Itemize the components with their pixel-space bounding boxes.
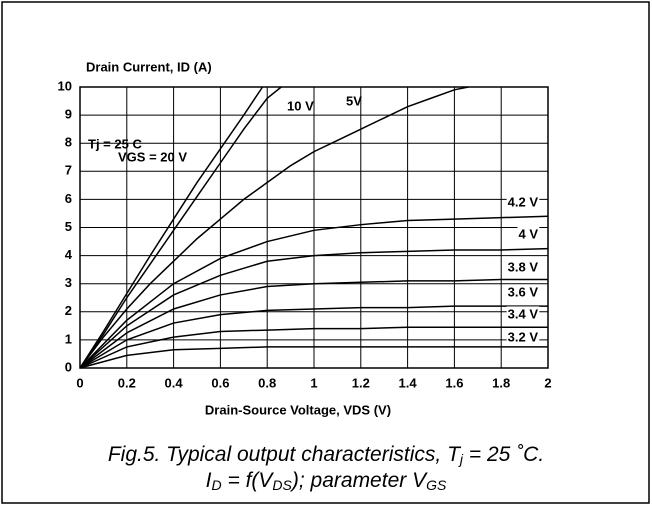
- curve-label: 10 V: [287, 98, 314, 113]
- curve-label: 4 V: [518, 226, 538, 241]
- curve: [79, 346, 548, 369]
- caption-part: I: [206, 469, 212, 492]
- caption-sub: DS: [272, 477, 292, 493]
- label-bg: [506, 284, 540, 300]
- label-bg: [506, 329, 540, 345]
- label-bg: [506, 306, 540, 322]
- label-bg: [506, 259, 540, 275]
- x-tick-label: 0.2: [118, 375, 136, 390]
- curve-label: 3.4 V: [508, 306, 539, 321]
- x-tick-label: 0.6: [211, 375, 229, 390]
- y-tick-label: 9: [65, 107, 72, 122]
- y-tick-label: 0: [65, 359, 72, 374]
- curve: [79, 247, 549, 369]
- caption-part: = f(V: [222, 469, 275, 492]
- caption-sub: GS: [426, 477, 447, 493]
- curve: [79, 86, 282, 369]
- caption-line2: ID = f(VDS); parameter VGS: [206, 469, 447, 493]
- y-tick-label: 6: [65, 191, 72, 206]
- y-tick-label: 7: [65, 163, 72, 178]
- caption-part: Fig.5. Typical output characteristics, T: [108, 443, 462, 466]
- curve: [79, 86, 264, 369]
- curve: [79, 326, 548, 369]
- caption-part: ); parameter V: [289, 469, 428, 492]
- plot-frame: [79, 86, 549, 369]
- x-axis-label: Drain-Source Voltage, VDS (V): [205, 402, 391, 417]
- caption-line1: Fig.5. Typical output characteristics, T…: [108, 443, 544, 467]
- curve-label: 4.2 V: [508, 194, 539, 209]
- curve: [79, 305, 548, 369]
- x-tick-label: 2: [544, 375, 551, 390]
- y-tick-label: 3: [65, 275, 72, 290]
- label-bg: [517, 226, 540, 242]
- caption-part: = 25 ˚C.: [463, 443, 544, 466]
- annotation: Tj = 25 C: [88, 136, 142, 151]
- caption-sub: j: [458, 451, 464, 467]
- x-tick-label: 1.4: [399, 375, 418, 390]
- curve: [79, 215, 549, 369]
- x-tick-label: 1: [310, 375, 317, 390]
- x-tick-label: 0.4: [165, 375, 184, 390]
- x-tick-label: 1.2: [352, 375, 370, 390]
- y-tick-label: 1: [65, 331, 72, 346]
- y-axis-label: Drain Current, ID (A): [86, 59, 212, 74]
- curve: [79, 278, 548, 369]
- label-bg: [506, 194, 540, 210]
- x-tick-label: 0: [76, 375, 83, 390]
- curve-label: 3.6 V: [508, 284, 539, 299]
- y-tick-label: 2: [65, 303, 72, 318]
- curve-label: VGS = 20 V: [118, 149, 187, 164]
- y-tick-label: 4: [65, 247, 73, 262]
- y-tick-label: 8: [65, 135, 72, 150]
- x-tick-label: 1.8: [492, 375, 510, 390]
- caption-sub: D: [212, 477, 222, 493]
- x-tick-label: 1.6: [445, 375, 463, 390]
- curve-label: 3.8 V: [508, 259, 539, 274]
- curve-label: 3.2 V: [508, 329, 539, 344]
- y-tick-label: 5: [65, 219, 72, 234]
- curve: [79, 86, 469, 369]
- y-tick-label: 10: [58, 78, 72, 93]
- curve-label: 5V: [346, 93, 362, 108]
- x-tick-label: 0.8: [258, 375, 276, 390]
